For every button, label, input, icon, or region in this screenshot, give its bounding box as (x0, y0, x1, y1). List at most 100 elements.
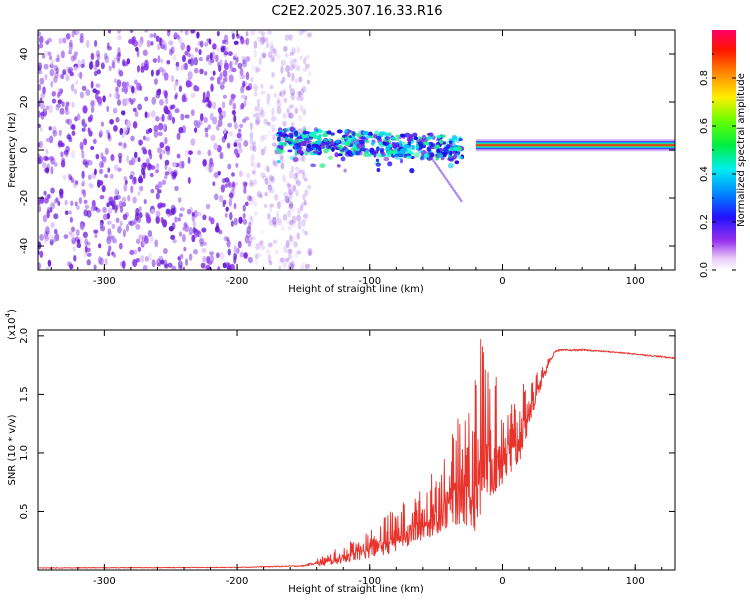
spectrogram-noise-blob (115, 86, 119, 92)
spectrogram-noise-blob (84, 161, 89, 168)
spectrogram-noise-blob (200, 262, 205, 269)
spectrogram-noise-blob (157, 202, 161, 210)
spectrogram-noise-blob (116, 79, 122, 88)
spectrogram-noise-blob (203, 262, 207, 269)
spectrogram-noise-blob (258, 193, 264, 199)
spectrogram-noise-blob (306, 79, 310, 85)
spectrogram-transition-blob (415, 144, 420, 150)
spectrogram-noise-blob (303, 199, 307, 205)
spectrogram-noise-blob (242, 204, 246, 212)
spectrogram-transition-blob (351, 131, 356, 137)
spectrogram-transition-blob (347, 130, 353, 134)
spectrogram-transition-blob (286, 127, 291, 132)
spectrogram-noise-blob (142, 265, 148, 270)
spectrogram-noise-blob (279, 155, 284, 164)
spectrogram-noise-blob (88, 182, 94, 188)
spectrogram-noise-blob (68, 263, 74, 270)
spectrogram-x-tick-label: -200 (226, 276, 249, 287)
spectrogram-transition-blob (454, 160, 460, 165)
spectrogram-noise-blob (243, 140, 249, 147)
spectrogram-noise-blob (220, 84, 226, 90)
spectrogram-transition-blob (319, 163, 326, 168)
spectrogram-x-tick-label: -300 (93, 276, 116, 287)
spectrogram-noise-blob (294, 108, 299, 114)
spectrogram-noise-blob (269, 207, 273, 213)
spectrogram-noise-blob (271, 56, 276, 62)
spectrogram-transition-blob (392, 143, 396, 148)
spectrogram-noise-blob (205, 103, 211, 108)
spectrogram-noise-blob (155, 168, 159, 174)
spectrogram-noise-blob (104, 55, 110, 64)
spectrogram-noise-blob (253, 40, 258, 49)
spectrogram-noise-blob (238, 123, 244, 129)
spectrogram-transition-blob (282, 141, 288, 147)
spectrogram-noise-blob (81, 179, 86, 186)
spectrogram-noise-blob (180, 113, 185, 121)
spectrogram-noise-blob (155, 192, 160, 200)
spectrogram-noise-blob (224, 59, 228, 67)
spectrogram-noise-blob (289, 57, 294, 62)
spectrogram-noise-blob (126, 155, 130, 163)
spectrogram-noise-blob (250, 76, 254, 83)
spectrogram-noise-blob (38, 262, 41, 270)
spectrogram-noise-blob (94, 93, 99, 100)
spectrogram-noise-blob (193, 84, 198, 92)
spectrogram-noise-blob (259, 109, 265, 118)
spectrogram-noise-blob (303, 177, 308, 182)
spectrogram-transition-blob (303, 137, 310, 142)
spectrogram-noise-blob (46, 210, 50, 219)
spectrogram-tail-blob (438, 168, 442, 172)
spectrogram-transition-blob (344, 136, 350, 140)
spectrogram-noise-blob (233, 114, 237, 123)
spectrogram-noise-blob (187, 156, 191, 165)
spectrogram-noise-blob (168, 48, 173, 56)
spectrogram-noise-blob (164, 145, 171, 152)
spectrogram-transition-blob (423, 137, 428, 143)
spectrogram-noise-blob (108, 65, 112, 71)
spectrogram-noise-blob (98, 180, 104, 186)
spectrogram-noise-blob (249, 139, 253, 144)
spectrogram-transition-blob (376, 135, 382, 140)
spectrogram-transition-blob (293, 130, 299, 137)
spectrogram-transition-blob (343, 168, 347, 173)
spectrogram-transition-blob (379, 147, 385, 152)
spectrogram-noise-blob (112, 253, 117, 258)
spectrogram-noise-blob (177, 260, 183, 268)
spectrogram-tail-blob (452, 187, 455, 191)
spectrogram-noise-blob (180, 42, 186, 51)
spectrogram-transition-blob (326, 130, 332, 135)
spectrogram-noise-blob (110, 154, 115, 162)
spectrogram-noise-blob (164, 171, 170, 176)
spectrogram-noise-blob (298, 169, 302, 174)
spectrogram-noise-blob (217, 119, 223, 127)
spectrogram-noise-blob (43, 63, 49, 70)
spectrogram-noise-blob (260, 148, 266, 156)
spectrogram-noise-blob (178, 85, 183, 93)
spectrogram-transition-blob (280, 144, 284, 151)
spectrogram-noise-blob (287, 225, 292, 231)
spectrogram-noise-blob (100, 225, 106, 232)
spectrogram-noise-blob (122, 59, 126, 67)
snr-x-tick-label: -100 (358, 576, 381, 587)
spectrogram-transition-blob (362, 130, 369, 135)
spectrogram-noise-blob (45, 40, 50, 45)
spectrogram-transition-blob (383, 156, 390, 162)
spectrogram-transition-blob (381, 151, 386, 157)
spectrogram-noise-blob (242, 212, 246, 219)
spectrogram-noise-blob (107, 252, 111, 257)
spectrogram-noise-blob (79, 224, 85, 231)
spectrogram-noise-blob (272, 239, 278, 245)
spectrogram-noise-blob (129, 174, 134, 180)
spectrogram-noise-blob (38, 142, 41, 148)
spectrogram-noise-blob (233, 40, 239, 45)
spectrogram-noise-blob (272, 221, 278, 228)
spectrogram-noise-blob (226, 265, 232, 270)
spectrogram-noise-blob (124, 179, 128, 185)
spectrogram-noise-blob (222, 69, 228, 78)
spectrogram-noise-blob (168, 225, 174, 232)
spectrogram-noise-blob (38, 70, 43, 75)
spectrogram-noise-blob (111, 223, 116, 230)
spectrogram-noise-blob (93, 264, 97, 270)
spectrogram-noise-blob (276, 201, 281, 210)
